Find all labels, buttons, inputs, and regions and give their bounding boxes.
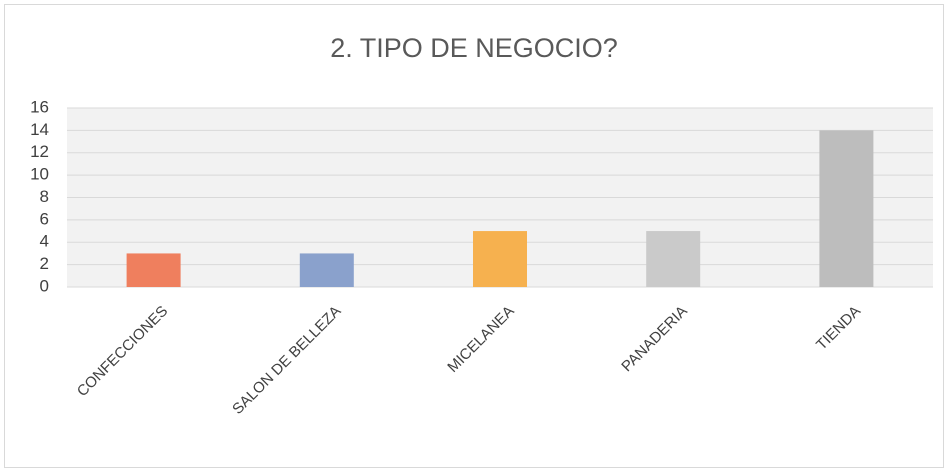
y-tick-label: 12 — [30, 142, 49, 161]
bar — [126, 253, 181, 287]
bar — [819, 130, 874, 287]
bar — [299, 253, 354, 287]
y-tick-label: 0 — [40, 276, 49, 295]
chart-title: 2. TIPO DE NEGOCIO? — [330, 33, 618, 63]
y-tick-label: 6 — [40, 209, 49, 228]
bar — [473, 231, 527, 287]
y-tick-label: 4 — [40, 232, 49, 251]
y-tick-label: 10 — [30, 165, 49, 184]
y-tick-label: 14 — [30, 120, 49, 139]
y-tick-label: 8 — [40, 187, 49, 206]
y-tick-label: 16 — [30, 97, 49, 116]
bar — [646, 231, 701, 287]
y-tick-label: 2 — [40, 254, 49, 273]
